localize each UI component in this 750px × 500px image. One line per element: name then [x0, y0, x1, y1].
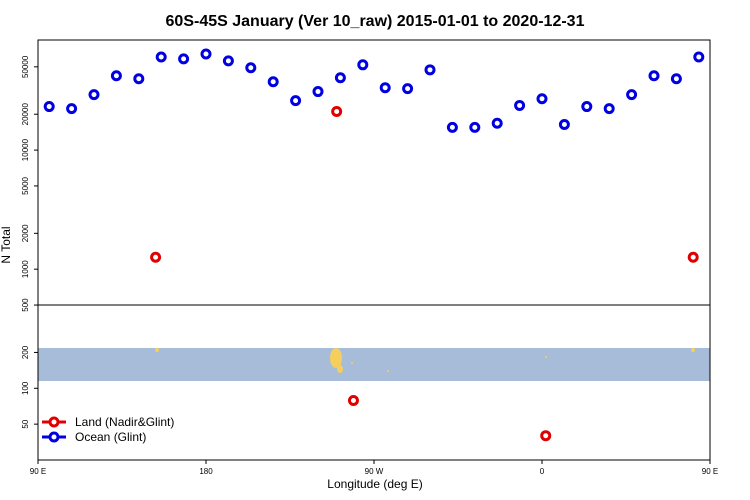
point [402, 83, 414, 95]
point [687, 251, 699, 263]
point [347, 394, 359, 406]
point [222, 55, 234, 67]
point [178, 53, 190, 65]
point [66, 103, 78, 115]
point [312, 86, 324, 98]
point [43, 101, 55, 113]
y-tick-label: 100 [21, 381, 30, 395]
point [200, 48, 212, 60]
point [469, 121, 481, 133]
point [446, 121, 458, 133]
point [424, 64, 436, 76]
legend-label: Land (Nadir&Glint) [75, 415, 174, 429]
point [88, 89, 100, 101]
point [331, 105, 343, 117]
x-tick-label: 90 E [30, 467, 46, 476]
x-tick-label: 90 W [365, 467, 384, 476]
point [514, 99, 526, 111]
y-axis-label: N Total [0, 226, 13, 263]
legend-marker [48, 431, 60, 443]
point [558, 118, 570, 130]
point [379, 82, 391, 94]
chart-title: 60S-45S January (Ver 10_raw) 2015-01-01 … [166, 13, 585, 30]
point [670, 73, 682, 85]
map-band [38, 348, 710, 381]
land-shapes [155, 348, 695, 373]
point [155, 51, 167, 63]
point [603, 103, 615, 115]
y-tick-label: 10000 [21, 138, 30, 161]
y-tick-label: 50 [21, 419, 30, 428]
point [626, 89, 638, 101]
point [110, 70, 122, 82]
y-tick-label: 50000 [21, 55, 30, 78]
point [245, 62, 257, 74]
y-tick-label: 2000 [21, 224, 30, 242]
x-tick-label: 180 [199, 467, 213, 476]
y-tick-label: 5000 [21, 176, 30, 194]
point [290, 95, 302, 107]
plot-frame [37, 39, 711, 461]
legend-marker [48, 416, 60, 428]
x-tick-label: 90 E [702, 467, 718, 476]
point [267, 76, 279, 88]
y-tick-label: 200 [21, 345, 30, 359]
point [540, 430, 552, 442]
point [536, 93, 548, 105]
point [581, 101, 593, 113]
x-axis-label: Longitude (deg E) [327, 477, 422, 491]
point [357, 59, 369, 71]
x-tick-label: 0 [540, 467, 545, 476]
point [334, 72, 346, 84]
point [150, 251, 162, 263]
y-tick-label: 1000 [21, 260, 30, 278]
point [648, 70, 660, 82]
y-tick-label: 20000 [21, 103, 30, 126]
legend-label: Ocean (Glint) [75, 430, 146, 444]
point [693, 51, 705, 63]
point [133, 73, 145, 85]
y-tick-label: 500 [21, 298, 30, 312]
point [491, 117, 503, 129]
